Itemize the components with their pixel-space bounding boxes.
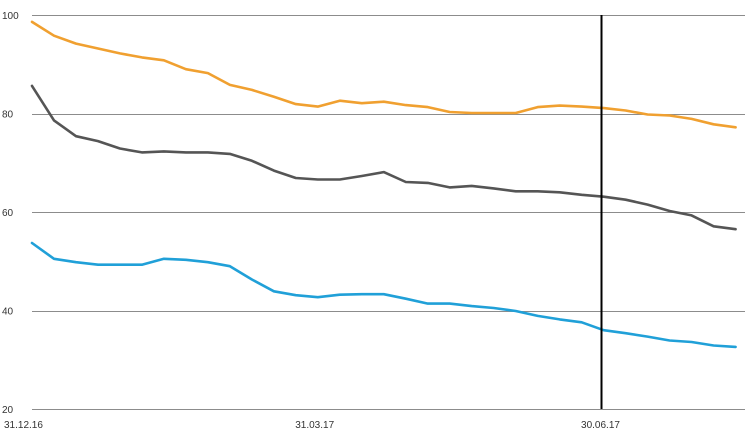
y-tick-label: 40 <box>2 307 14 318</box>
y-tick-label: 100 <box>2 11 19 22</box>
series-line-3 <box>30 241 737 349</box>
y-axis-tick-labels: 20 40 60 80 100 <box>2 11 19 416</box>
x-tick-label: 31.03.17 <box>295 420 334 431</box>
y-tick-label: 80 <box>2 110 14 121</box>
series-lines <box>30 20 737 349</box>
series-line-2 <box>30 84 737 231</box>
y-tick-label: 20 <box>2 405 14 416</box>
x-axis-tick-labels: 31.12.16 31.03.17 30.06.17 <box>4 420 620 431</box>
x-tick-label: 30.06.17 <box>581 420 620 431</box>
y-tick-label: 60 <box>2 208 14 219</box>
grid-lines <box>32 15 745 410</box>
x-tick-label: 31.12.16 <box>4 420 43 431</box>
series-line-1 <box>30 20 737 129</box>
